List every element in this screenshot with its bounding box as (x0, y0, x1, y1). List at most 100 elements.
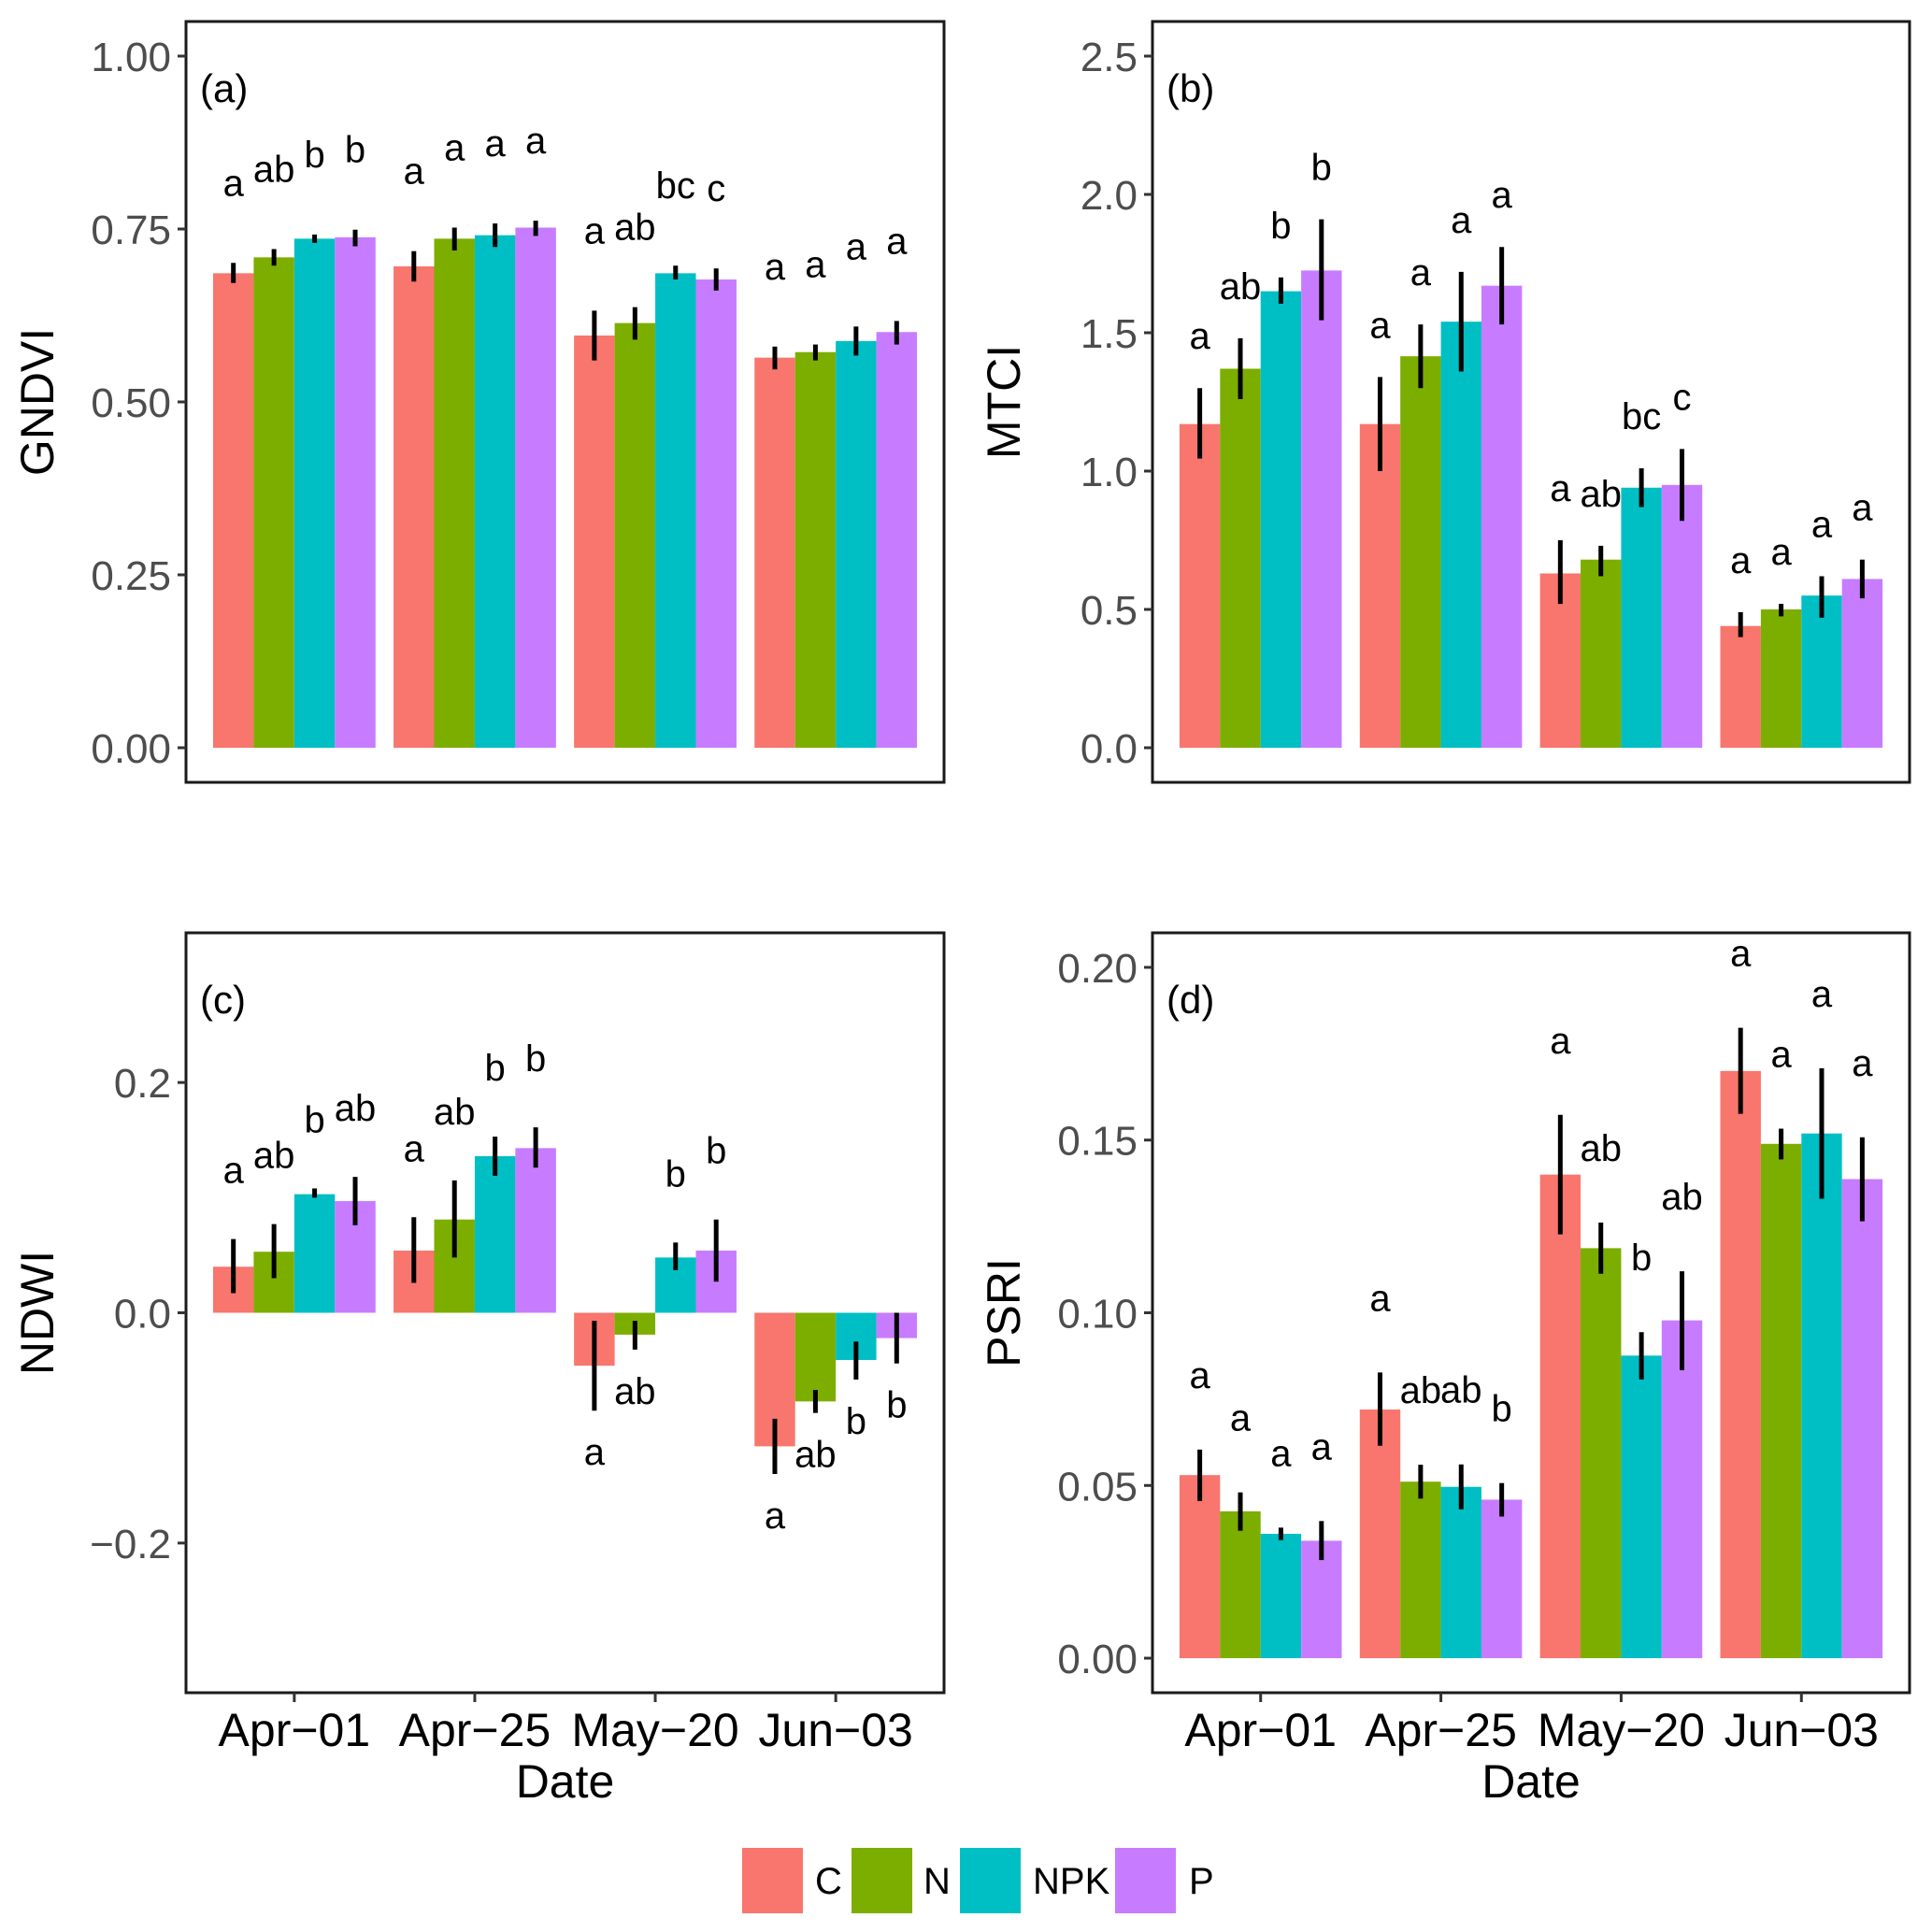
bar-n-1 (253, 257, 294, 749)
significance-letter: a (1230, 1398, 1252, 1439)
significance-letter: ab (253, 1136, 295, 1177)
significance-letter: a (525, 121, 547, 162)
bar-npk-4 (1801, 595, 1842, 748)
significance-letter: b (345, 130, 365, 171)
y-tick-label: 0.00 (1057, 1637, 1138, 1682)
x-tick-label: May−20 (571, 1704, 738, 1756)
significance-letter: ab (253, 149, 295, 190)
bar-c-2 (1359, 423, 1401, 748)
bar-npk-4 (1801, 1133, 1842, 1659)
significance-letter: a (1311, 1426, 1333, 1467)
significance-letter: b (1311, 148, 1332, 189)
significance-letter: a (1852, 1043, 1873, 1084)
y-tick-label: 1.0 (1080, 450, 1138, 495)
significance-letter: ab (1580, 1128, 1622, 1169)
bar-n-3 (1581, 1248, 1622, 1659)
significance-letter: a (1369, 1278, 1391, 1319)
bar-n-3 (614, 322, 656, 748)
significance-letter: a (1190, 1355, 1211, 1396)
bar-c-1 (1179, 1475, 1221, 1659)
significance-letter: b (706, 1131, 726, 1172)
y-tick-label: 0.0 (1080, 726, 1138, 772)
bar-c-2 (1359, 1409, 1401, 1659)
bar-p-2 (515, 227, 556, 748)
bar-p-2 (1481, 285, 1523, 748)
y-tick-label: 0.2 (114, 1061, 171, 1107)
bar-npk-2 (1440, 1486, 1481, 1659)
y-axis-title: GNDVI (11, 328, 64, 476)
bar-npk-3 (655, 273, 696, 748)
y-tick-label: 0.20 (1057, 946, 1138, 992)
panel-tag: (a) (200, 66, 248, 110)
y-tick-label: 0.15 (1057, 1119, 1138, 1165)
bar-npk-3 (1621, 1355, 1662, 1659)
significance-letter: b (846, 1401, 866, 1442)
bar-p-3 (695, 279, 737, 748)
x-tick-label: Apr−25 (1365, 1704, 1517, 1756)
bar-npk-1 (1260, 1534, 1302, 1659)
significance-letter: a (404, 151, 425, 193)
significance-letter: b (1631, 1238, 1652, 1279)
bar-n-3 (1581, 559, 1622, 748)
panel-psri: aaaaaababaaabbaababa(d)0.000.050.100.150… (978, 931, 1911, 1808)
bar-n-2 (434, 238, 475, 749)
y-tick-label: 0.5 (1080, 588, 1138, 634)
y-tick-label: 0.05 (1057, 1464, 1138, 1510)
legend-item-n: N (852, 1848, 951, 1913)
significance-letter: ab (614, 208, 656, 249)
bar-n-4 (794, 351, 837, 748)
bar-n-4 (794, 1312, 837, 1402)
significance-letter: bc (656, 165, 695, 207)
significance-letter: a (765, 247, 786, 288)
bar-p-2 (1481, 1499, 1523, 1659)
legend: C N NPK P (742, 1848, 1214, 1913)
bar-npk-2 (474, 235, 516, 748)
significance-letter: a (1369, 305, 1391, 346)
bar-p-4 (876, 332, 918, 748)
bar-p-3 (1661, 1320, 1703, 1659)
significance-letter: ab (1440, 1370, 1482, 1411)
x-tick-label: Jun−03 (1724, 1704, 1879, 1756)
y-axis-title: MTCI (978, 345, 1030, 459)
bar-c-4 (1720, 625, 1761, 748)
bar-c-4 (754, 357, 795, 748)
x-tick-label: Apr−25 (399, 1704, 551, 1756)
x-tick-label: Apr−01 (1184, 1704, 1337, 1756)
significance-letter: a (765, 1496, 786, 1537)
y-tick-label: 1.00 (91, 35, 171, 80)
significance-letter: b (485, 1048, 506, 1089)
significance-letter: a (846, 226, 867, 267)
significance-letter: a (1550, 1021, 1571, 1062)
bar-c-3 (1539, 1174, 1581, 1659)
significance-letter: ab (794, 1435, 837, 1476)
y-tick-label: 0.25 (91, 553, 171, 599)
significance-letter: a (223, 163, 245, 204)
x-tick-label: May−20 (1538, 1704, 1705, 1756)
significance-letter: a (1270, 1433, 1292, 1474)
significance-letter: ab (1661, 1177, 1703, 1218)
x-axis-title: Date (1481, 1755, 1581, 1808)
bar-p-3 (1661, 484, 1703, 748)
bar-c-3 (574, 335, 615, 748)
bar-n-2 (1400, 356, 1441, 748)
significance-letter: a (1770, 1035, 1792, 1076)
significance-letter: ab (1400, 1370, 1442, 1411)
significance-letter: b (304, 1099, 324, 1140)
bar-p-1 (1301, 1540, 1342, 1659)
y-tick-label: 0.50 (91, 380, 171, 426)
x-axis-title: Date (516, 1755, 615, 1808)
significance-letter: a (1852, 488, 1873, 529)
y-tick-label: 2.5 (1080, 35, 1138, 80)
significance-letter: ab (1580, 474, 1622, 515)
significance-letter: a (584, 210, 606, 251)
panel-border (1151, 20, 1911, 784)
y-tick-label: 0.75 (91, 208, 171, 253)
legend-item-c: C (742, 1848, 842, 1913)
bar-npk-1 (293, 238, 336, 749)
legend-label: P (1189, 1861, 1214, 1902)
significance-letter: a (485, 123, 507, 165)
bar-p-4 (1841, 579, 1883, 748)
